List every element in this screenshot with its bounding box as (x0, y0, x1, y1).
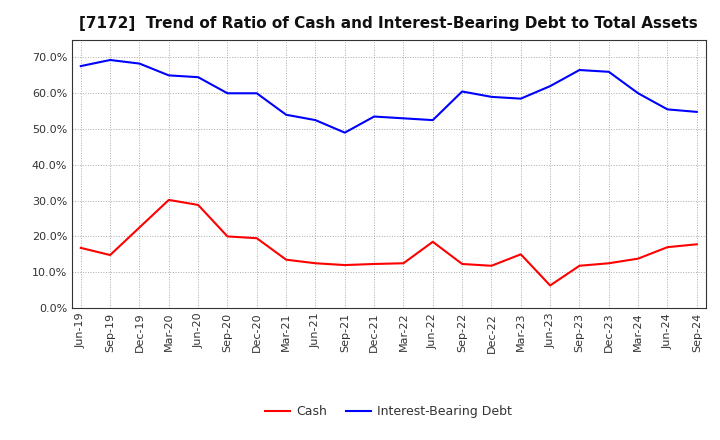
Cash (428, 239, 437, 245)
Line: Interest-Bearing Debt: Interest-Bearing Debt (81, 60, 697, 132)
Cash (76, 245, 85, 250)
Interest-Bearing Debt (605, 69, 613, 74)
Cash (605, 260, 613, 266)
Interest-Bearing Debt (253, 91, 261, 96)
Interest-Bearing Debt (575, 67, 584, 73)
Interest-Bearing Debt (194, 74, 202, 80)
Cash (164, 197, 173, 202)
Cash (487, 263, 496, 268)
Interest-Bearing Debt (341, 130, 349, 135)
Cash (663, 245, 672, 250)
Interest-Bearing Debt (370, 114, 379, 119)
Line: Cash: Cash (81, 200, 697, 286)
Interest-Bearing Debt (458, 89, 467, 94)
Interest-Bearing Debt (164, 73, 173, 78)
Cash (311, 260, 320, 266)
Cash (399, 260, 408, 266)
Cash (106, 253, 114, 258)
Interest-Bearing Debt (516, 96, 525, 101)
Cash (341, 262, 349, 268)
Interest-Bearing Debt (663, 107, 672, 112)
Interest-Bearing Debt (135, 61, 144, 66)
Interest-Bearing Debt (106, 57, 114, 62)
Interest-Bearing Debt (546, 84, 554, 89)
Cash (546, 283, 554, 288)
Interest-Bearing Debt (693, 109, 701, 114)
Interest-Bearing Debt (282, 112, 290, 117)
Cash (282, 257, 290, 262)
Legend: Cash, Interest-Bearing Debt: Cash, Interest-Bearing Debt (261, 400, 517, 423)
Cash (516, 252, 525, 257)
Cash (693, 242, 701, 247)
Cash (370, 261, 379, 267)
Cash (253, 235, 261, 241)
Cash (223, 234, 232, 239)
Interest-Bearing Debt (76, 63, 85, 69)
Interest-Bearing Debt (311, 117, 320, 123)
Interest-Bearing Debt (634, 91, 642, 96)
Interest-Bearing Debt (399, 116, 408, 121)
Cash (458, 261, 467, 267)
Cash (634, 256, 642, 261)
Interest-Bearing Debt (487, 94, 496, 99)
Cash (575, 263, 584, 268)
Cash (194, 202, 202, 208)
Interest-Bearing Debt (223, 91, 232, 96)
Cash (135, 225, 144, 230)
Interest-Bearing Debt (428, 117, 437, 123)
Title: [7172]  Trend of Ratio of Cash and Interest-Bearing Debt to Total Assets: [7172] Trend of Ratio of Cash and Intere… (79, 16, 698, 32)
